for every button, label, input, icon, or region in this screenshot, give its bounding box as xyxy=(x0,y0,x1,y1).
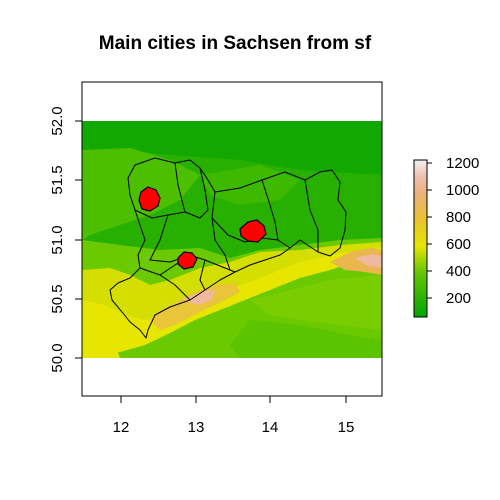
district-erzgebirge xyxy=(199,259,206,291)
x-axis: 12 13 14 15 xyxy=(113,395,355,436)
y-tick-label: 50.0 xyxy=(49,343,66,372)
legend-tick-label: 1000 xyxy=(446,182,479,199)
y-tick-label: 51.5 xyxy=(49,165,66,194)
city-dresden xyxy=(239,219,267,243)
x-tick-label: 15 xyxy=(338,419,355,436)
legend-tick-label: 400 xyxy=(446,263,471,280)
city-chemnitz xyxy=(177,251,198,270)
sachsen-outline xyxy=(109,157,347,339)
district-chemnitz-area xyxy=(211,217,231,271)
district-goerlitz xyxy=(304,179,319,252)
x-tick-label: 12 xyxy=(113,419,130,436)
cities-layer xyxy=(138,186,267,270)
x-tick-label: 13 xyxy=(188,419,205,436)
elevation-legend: 200 400 600 800 1000 1200 xyxy=(413,155,479,318)
district-borders xyxy=(109,157,347,339)
x-tick-label: 14 xyxy=(262,419,279,436)
legend-tick-label: 200 xyxy=(446,290,471,307)
district-nordsachsen xyxy=(174,162,186,213)
district-bautzen xyxy=(261,179,279,241)
elevation-raster xyxy=(82,121,382,358)
district-leipzig xyxy=(134,167,209,219)
district-vogtland xyxy=(139,267,191,301)
city-leipzig xyxy=(138,186,161,212)
legend-color-bar xyxy=(413,159,428,318)
y-tick-label: 50.5 xyxy=(49,284,66,313)
y-tick-label: 51.0 xyxy=(49,225,66,254)
y-tick-label: 52.0 xyxy=(49,106,66,135)
legend-tick-label: 1200 xyxy=(446,155,479,172)
map-title: Main cities in Sachsen from sf xyxy=(99,33,372,54)
y-axis: 50.0 50.5 51.0 51.5 52.0 xyxy=(49,106,83,373)
legend-tick-label: 600 xyxy=(446,236,471,253)
legend-tick-label: 800 xyxy=(446,209,471,226)
